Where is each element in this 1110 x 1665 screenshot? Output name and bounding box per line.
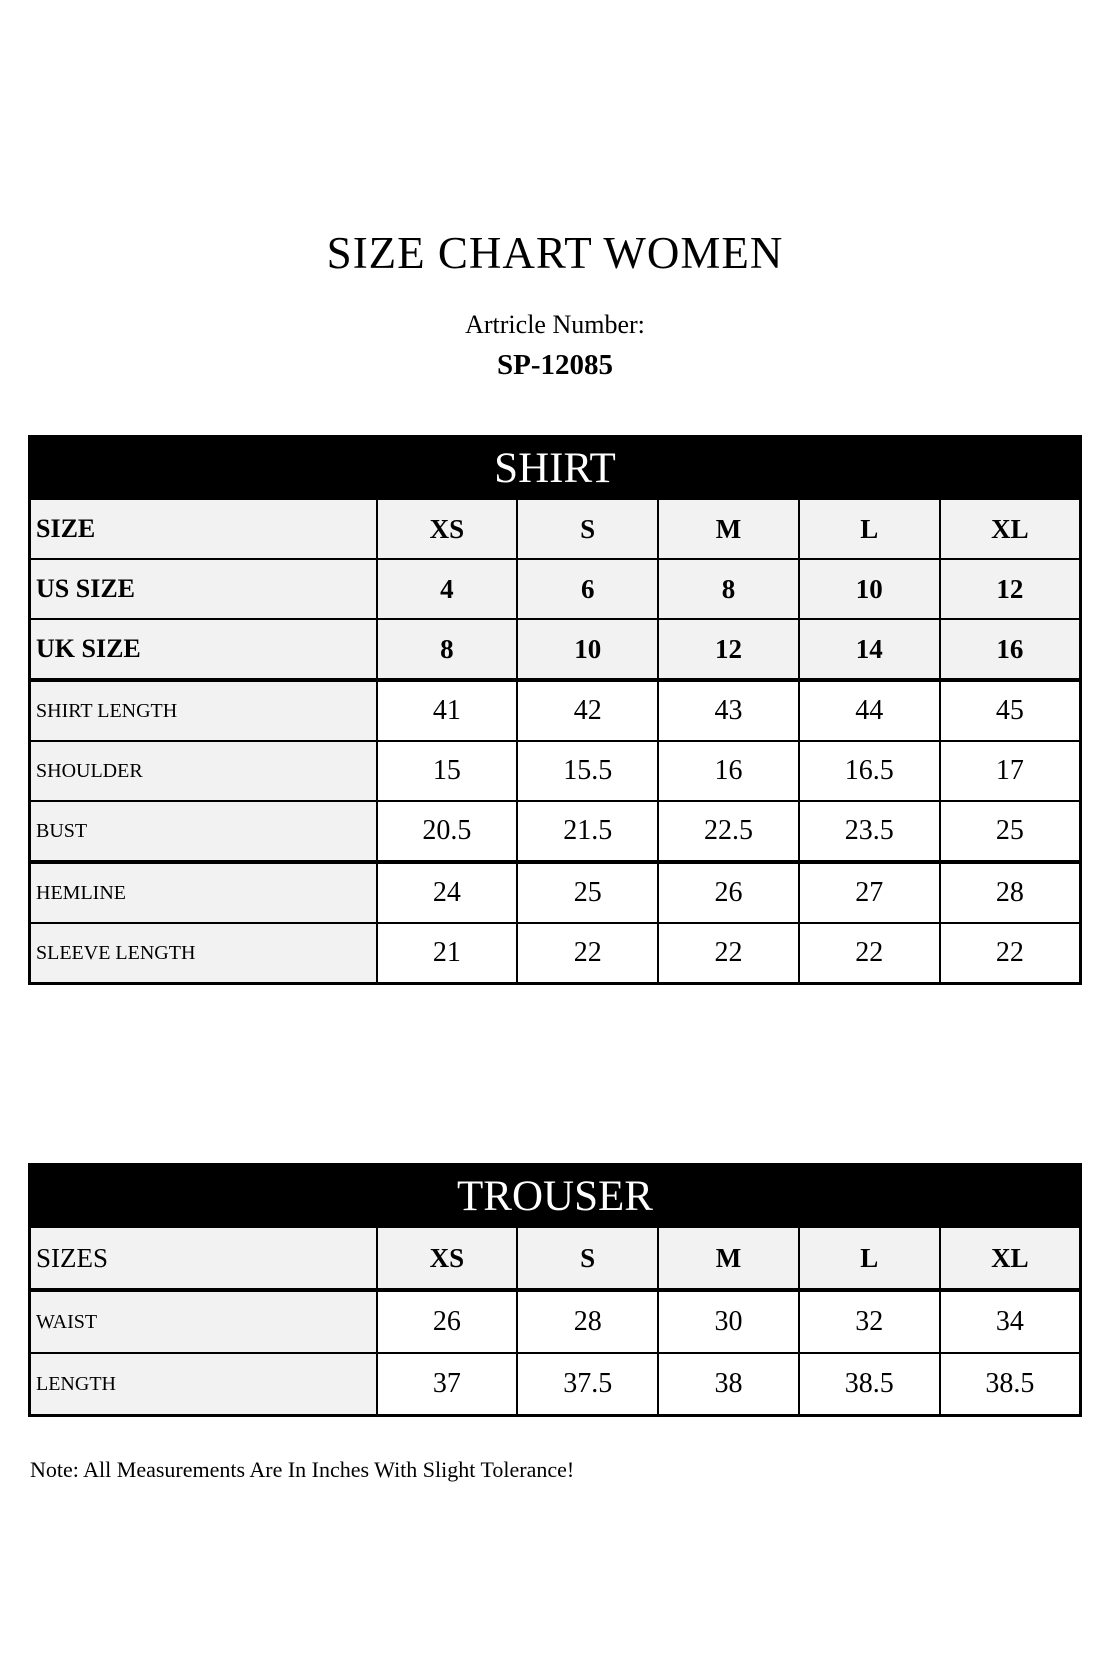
table-cell: 25	[516, 861, 660, 924]
table-row: UK SIZE 8 10 12 14 16	[28, 618, 1082, 682]
table-cell: 45	[938, 679, 1082, 742]
table-cell: M	[657, 1226, 800, 1292]
table-cell: 42	[516, 679, 660, 742]
table-cell: 34	[938, 1289, 1082, 1354]
table-cell: 38	[657, 1352, 800, 1417]
table-cell: 16.5	[797, 740, 941, 802]
table-cell: 37.5	[516, 1352, 660, 1417]
table-cell: XL	[938, 498, 1082, 560]
table-cell: 22	[657, 922, 800, 985]
row-label: BUST	[28, 800, 378, 864]
row-label: SHOULDER	[28, 740, 378, 802]
row-label: SIZES	[28, 1226, 378, 1292]
shirt-table-title: SHIRT	[28, 435, 1082, 500]
row-label: HEMLINE	[28, 861, 378, 924]
table-cell: 22	[516, 922, 660, 985]
table-cell: 6	[516, 558, 660, 620]
table-row: SIZE XS S M L XL	[28, 498, 1082, 560]
table-row: LENGTH 37 37.5 38 38.5 38.5	[28, 1352, 1082, 1417]
table-cell: 37	[375, 1352, 519, 1417]
table-cell: 28	[516, 1289, 660, 1354]
table-cell: 12	[938, 558, 1082, 620]
shirt-size-table: SHIRT SIZE XS S M L XL US SIZE 4 6 8 10 …	[28, 435, 1082, 985]
table-cell: 14	[797, 618, 941, 682]
table-row: WAIST 26 28 30 32 34	[28, 1289, 1082, 1354]
table-row: US SIZE 4 6 8 10 12	[28, 558, 1082, 620]
table-row: SLEEVE LENGTH 21 22 22 22 22	[28, 922, 1082, 985]
table-cell: 25	[938, 800, 1082, 864]
table-cell: 38.5	[797, 1352, 941, 1417]
table-cell: 28	[938, 861, 1082, 924]
table-cell: 8	[375, 618, 519, 682]
trouser-table-title: TROUSER	[28, 1163, 1082, 1228]
trouser-table-header-row: TROUSER	[28, 1163, 1082, 1228]
table-cell: 17	[938, 740, 1082, 802]
table-cell: 10	[797, 558, 941, 620]
table-cell: S	[516, 1226, 660, 1292]
row-label: US SIZE	[28, 558, 378, 620]
row-label: SHIRT LENGTH	[28, 679, 378, 742]
row-label: LENGTH	[28, 1352, 378, 1417]
table-row: SIZES XS S M L XL	[28, 1226, 1082, 1292]
table-cell: L	[797, 498, 941, 560]
table-cell: 26	[375, 1289, 519, 1354]
table-cell: XS	[375, 498, 519, 560]
table-cell: S	[516, 498, 660, 560]
table-cell: 10	[516, 618, 660, 682]
table-cell: 24	[375, 861, 519, 924]
table-cell: 15.5	[516, 740, 660, 802]
table-row: SHIRT LENGTH 41 42 43 44 45	[28, 679, 1082, 742]
table-cell: M	[657, 498, 800, 560]
table-cell: XL	[938, 1226, 1082, 1292]
table-cell: 20.5	[375, 800, 519, 864]
table-cell: 16	[657, 740, 800, 802]
article-number-value: SP-12085	[497, 349, 613, 381]
shirt-table-header-row: SHIRT	[28, 435, 1082, 500]
size-chart-page: SIZE CHART WOMEN Artricle Number: SP-120…	[28, 228, 1082, 1482]
trouser-size-table: TROUSER SIZES XS S M L XL WAIST 26 28 30…	[28, 1163, 1082, 1417]
table-cell: 26	[657, 861, 800, 924]
table-cell: 16	[938, 618, 1082, 682]
table-row: HEMLINE 24 25 26 27 28	[28, 861, 1082, 924]
row-label: SIZE	[28, 498, 378, 560]
table-cell: 12	[657, 618, 800, 682]
table-cell: 22	[938, 922, 1082, 985]
table-cell: 22.5	[657, 800, 800, 864]
page-title: SIZE CHART WOMEN	[326, 228, 784, 278]
table-row: SHOULDER 15 15.5 16 16.5 17	[28, 740, 1082, 802]
table-row: BUST 20.5 21.5 22.5 23.5 25	[28, 800, 1082, 864]
table-cell: 41	[375, 679, 519, 742]
table-cell: L	[797, 1226, 941, 1292]
table-cell: 30	[657, 1289, 800, 1354]
measurement-note: Note: All Measurements Are In Inches Wit…	[30, 1457, 575, 1482]
table-cell: 15	[375, 740, 519, 802]
table-cell: 27	[797, 861, 941, 924]
table-cell: 32	[797, 1289, 941, 1354]
table-cell: 23.5	[797, 800, 941, 864]
table-cell: 21	[375, 922, 519, 985]
table-cell: 22	[797, 922, 941, 985]
table-cell: 44	[797, 679, 941, 742]
article-number-label: Artricle Number:	[465, 310, 645, 339]
table-cell: 21.5	[516, 800, 660, 864]
table-cell: 43	[657, 679, 800, 742]
table-cell: 38.5	[938, 1352, 1082, 1417]
table-cell: 8	[657, 558, 800, 620]
row-label: WAIST	[28, 1289, 378, 1354]
table-cell: XS	[375, 1226, 519, 1292]
row-label: UK SIZE	[28, 618, 378, 682]
row-label: SLEEVE LENGTH	[28, 922, 378, 985]
table-cell: 4	[375, 558, 519, 620]
